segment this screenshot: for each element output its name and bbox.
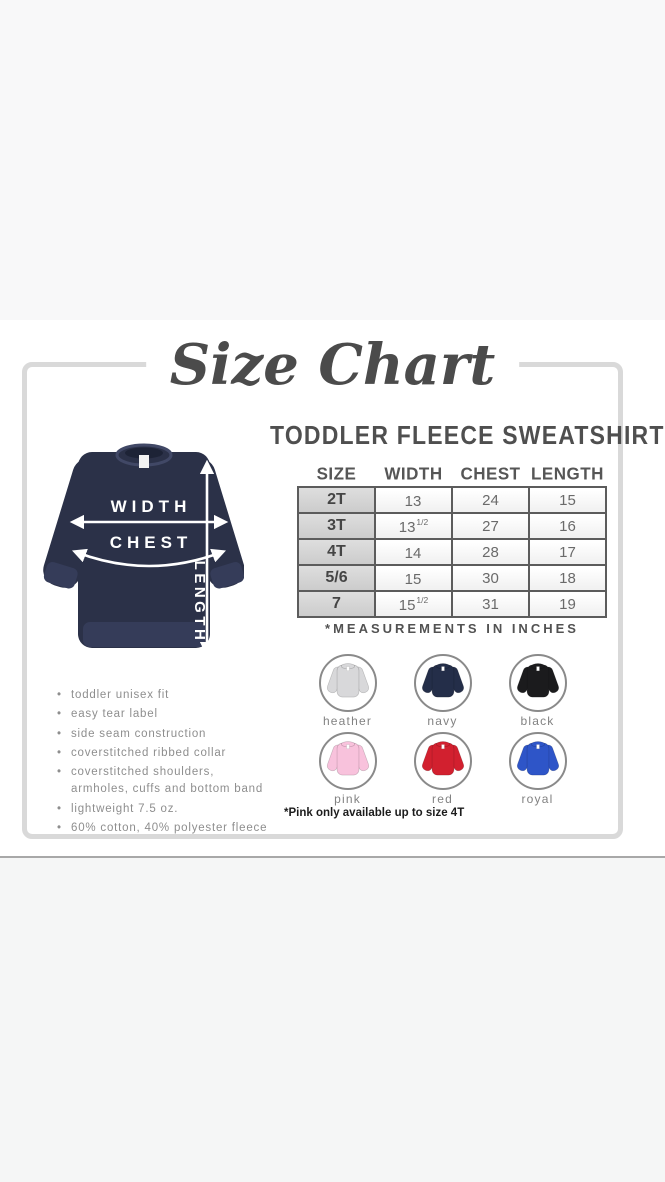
color-swatch-heather: heather <box>318 654 377 731</box>
feature-item: side seam construction <box>57 726 269 744</box>
size-chart-title: Size Chart <box>145 330 520 400</box>
width-cell: 14 <box>374 538 453 566</box>
swatch-label: navy <box>427 714 458 728</box>
length-label: LENGTH <box>191 561 208 644</box>
product-heading: TODDLER FLEECE SWEATSHIRT <box>270 420 665 450</box>
chest-label: CHEST <box>110 533 193 552</box>
swatch-circle <box>413 732 472 790</box>
width-cell: 15 <box>374 564 453 592</box>
swatch-circle <box>508 654 567 712</box>
size-table-row: 4T 14 28 17 <box>297 538 607 566</box>
mini-sweatshirt-icon <box>516 741 559 776</box>
chest-cell: 31 <box>451 590 530 618</box>
mini-sweatshirt-icon <box>326 663 369 698</box>
pink-availability-note: *Pink only available up to size 4T <box>284 807 465 819</box>
size-table-header-row: SIZE WIDTH CHEST LENGTH <box>298 461 606 487</box>
feature-item: toddler unisex fit <box>57 687 269 705</box>
mini-sweatshirt-icon <box>421 663 464 698</box>
col-header-size: SIZE <box>316 462 357 483</box>
mini-sweatshirt-icon <box>516 663 559 698</box>
feature-item: coverstitched shoulders, armholes, cuffs… <box>57 764 269 799</box>
size-table-row: 2T 13 24 15 <box>297 486 607 514</box>
col-header-width: WIDTH <box>384 462 443 483</box>
swatch-label: heather <box>322 714 373 728</box>
size-cell: 2T <box>297 486 376 514</box>
neck-tag <box>139 455 149 468</box>
feature-item: coverstitched ribbed collar <box>57 745 269 763</box>
col-header-length: LENGTH <box>531 462 604 483</box>
size-cell: 3T <box>297 512 376 540</box>
feature-item: 60% cotton, 40% polyester fleece <box>57 820 269 838</box>
swatch-circle <box>413 654 472 712</box>
measurement-labels: WIDTH CHEST LENGTH <box>110 497 208 643</box>
fraction: 1/2 <box>416 516 429 527</box>
feature-item: lightweight 7.5 oz. <box>57 801 269 819</box>
measurement-arrows <box>69 459 229 657</box>
size-table-row: 3T 131/2 27 16 <box>297 512 607 540</box>
width-cell: 151/2 <box>374 590 453 618</box>
length-cell: 15 <box>528 486 607 514</box>
feature-list: toddler unisex fit easy tear label side … <box>57 687 269 839</box>
color-swatch-red: red <box>413 732 472 809</box>
swatch-label: pink <box>334 792 361 806</box>
swatch-label: black <box>520 714 555 728</box>
color-swatch-black: black <box>508 654 567 731</box>
length-cell: 17 <box>528 538 607 566</box>
chest-cell: 27 <box>451 512 530 540</box>
length-cell: 19 <box>528 590 607 618</box>
mini-sweatshirt-icon <box>421 741 464 776</box>
width-cell: 131/2 <box>374 512 453 540</box>
color-swatch-royal: royal <box>508 732 567 809</box>
swatch-circle <box>318 732 377 790</box>
measurements-note: *MEASUREMENTS IN INCHES <box>325 621 579 636</box>
size-table-row: 5/6 15 30 18 <box>297 564 607 592</box>
bottom-letterbox <box>0 858 665 1182</box>
color-swatch-navy: navy <box>413 654 472 731</box>
color-swatch-pink: pink <box>318 732 377 809</box>
swatch-label: red <box>432 792 453 806</box>
size-table: SIZE WIDTH CHEST LENGTH 2T 13 24 15 3T 1… <box>297 461 607 618</box>
horizontal-divider <box>0 856 665 858</box>
swatch-circle <box>508 732 567 790</box>
width-cell: 13 <box>374 486 453 514</box>
width-label: WIDTH <box>111 497 192 516</box>
size-cell: 5/6 <box>297 564 376 592</box>
chest-cell: 28 <box>451 538 530 566</box>
sweatshirt-measurement-diagram: WIDTH CHEST LENGTH <box>43 443 244 657</box>
swatch-circle <box>318 654 377 712</box>
mini-sweatshirt-icon <box>326 741 369 776</box>
fraction: 1/2 <box>416 594 429 605</box>
chest-cell: 30 <box>451 564 530 592</box>
length-cell: 18 <box>528 564 607 592</box>
swatch-label: royal <box>521 792 554 806</box>
length-cell: 16 <box>528 512 607 540</box>
col-header-chest: CHEST <box>460 462 521 483</box>
color-swatch-grid: heather navy <box>300 650 598 809</box>
feature-item: easy tear label <box>57 706 269 724</box>
chest-cell: 24 <box>451 486 530 514</box>
size-cell: 7 <box>297 590 376 618</box>
size-cell: 4T <box>297 538 376 566</box>
size-table-row: 7 151/2 31 19 <box>297 590 607 618</box>
